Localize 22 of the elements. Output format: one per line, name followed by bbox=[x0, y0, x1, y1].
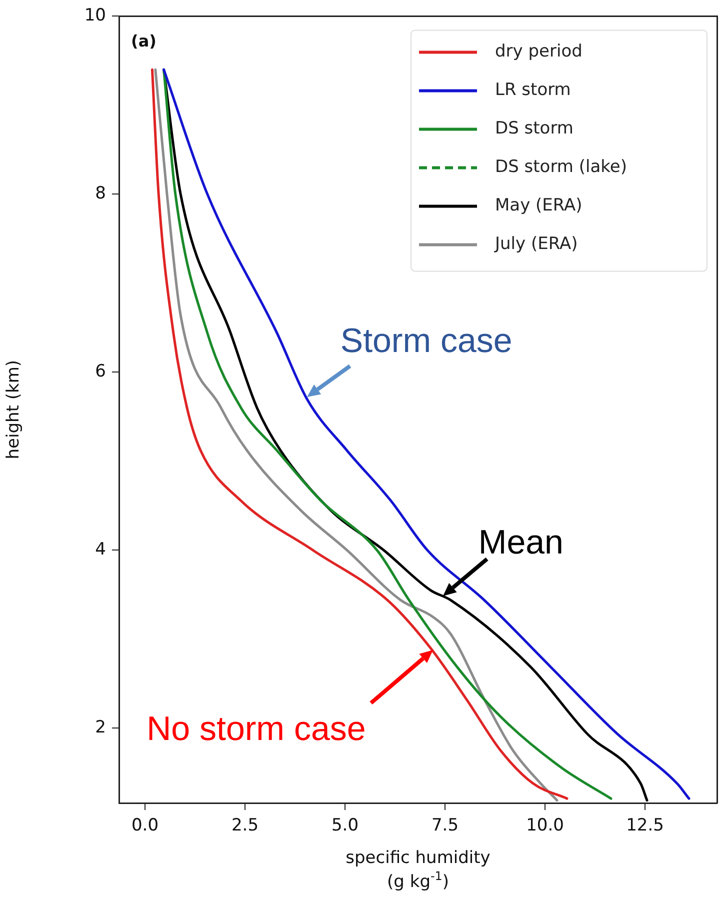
annotation: Mean bbox=[478, 524, 564, 562]
x-tick-label: 2.5 bbox=[231, 816, 259, 836]
annotation: (a) bbox=[131, 31, 156, 50]
y-tick-label: 8 bbox=[95, 184, 106, 204]
legend-label: DS storm bbox=[495, 118, 574, 139]
annotation: Storm case bbox=[340, 322, 512, 360]
y-tick-label: 4 bbox=[95, 540, 106, 560]
legend-label: DS storm (lake) bbox=[495, 157, 627, 178]
x-tick-label: 0.0 bbox=[131, 816, 159, 836]
legend-label: LR storm bbox=[495, 80, 571, 100]
legend-label: dry period bbox=[495, 42, 582, 62]
y-axis-title: height (km) bbox=[4, 360, 24, 460]
x-tick-label: 5.0 bbox=[331, 816, 359, 836]
annotation: No storm case bbox=[146, 710, 366, 748]
x-tick-label: 12.5 bbox=[626, 816, 664, 836]
y-tick-label: 2 bbox=[95, 718, 106, 738]
x-tick-label: 7.5 bbox=[431, 816, 459, 836]
legend-label: July (ERA) bbox=[494, 234, 578, 254]
legend-label: May (ERA) bbox=[495, 196, 582, 216]
y-tick-label: 10 bbox=[84, 6, 106, 26]
x-tick-label: 10.0 bbox=[526, 816, 564, 836]
y-tick-label: 6 bbox=[95, 362, 106, 382]
